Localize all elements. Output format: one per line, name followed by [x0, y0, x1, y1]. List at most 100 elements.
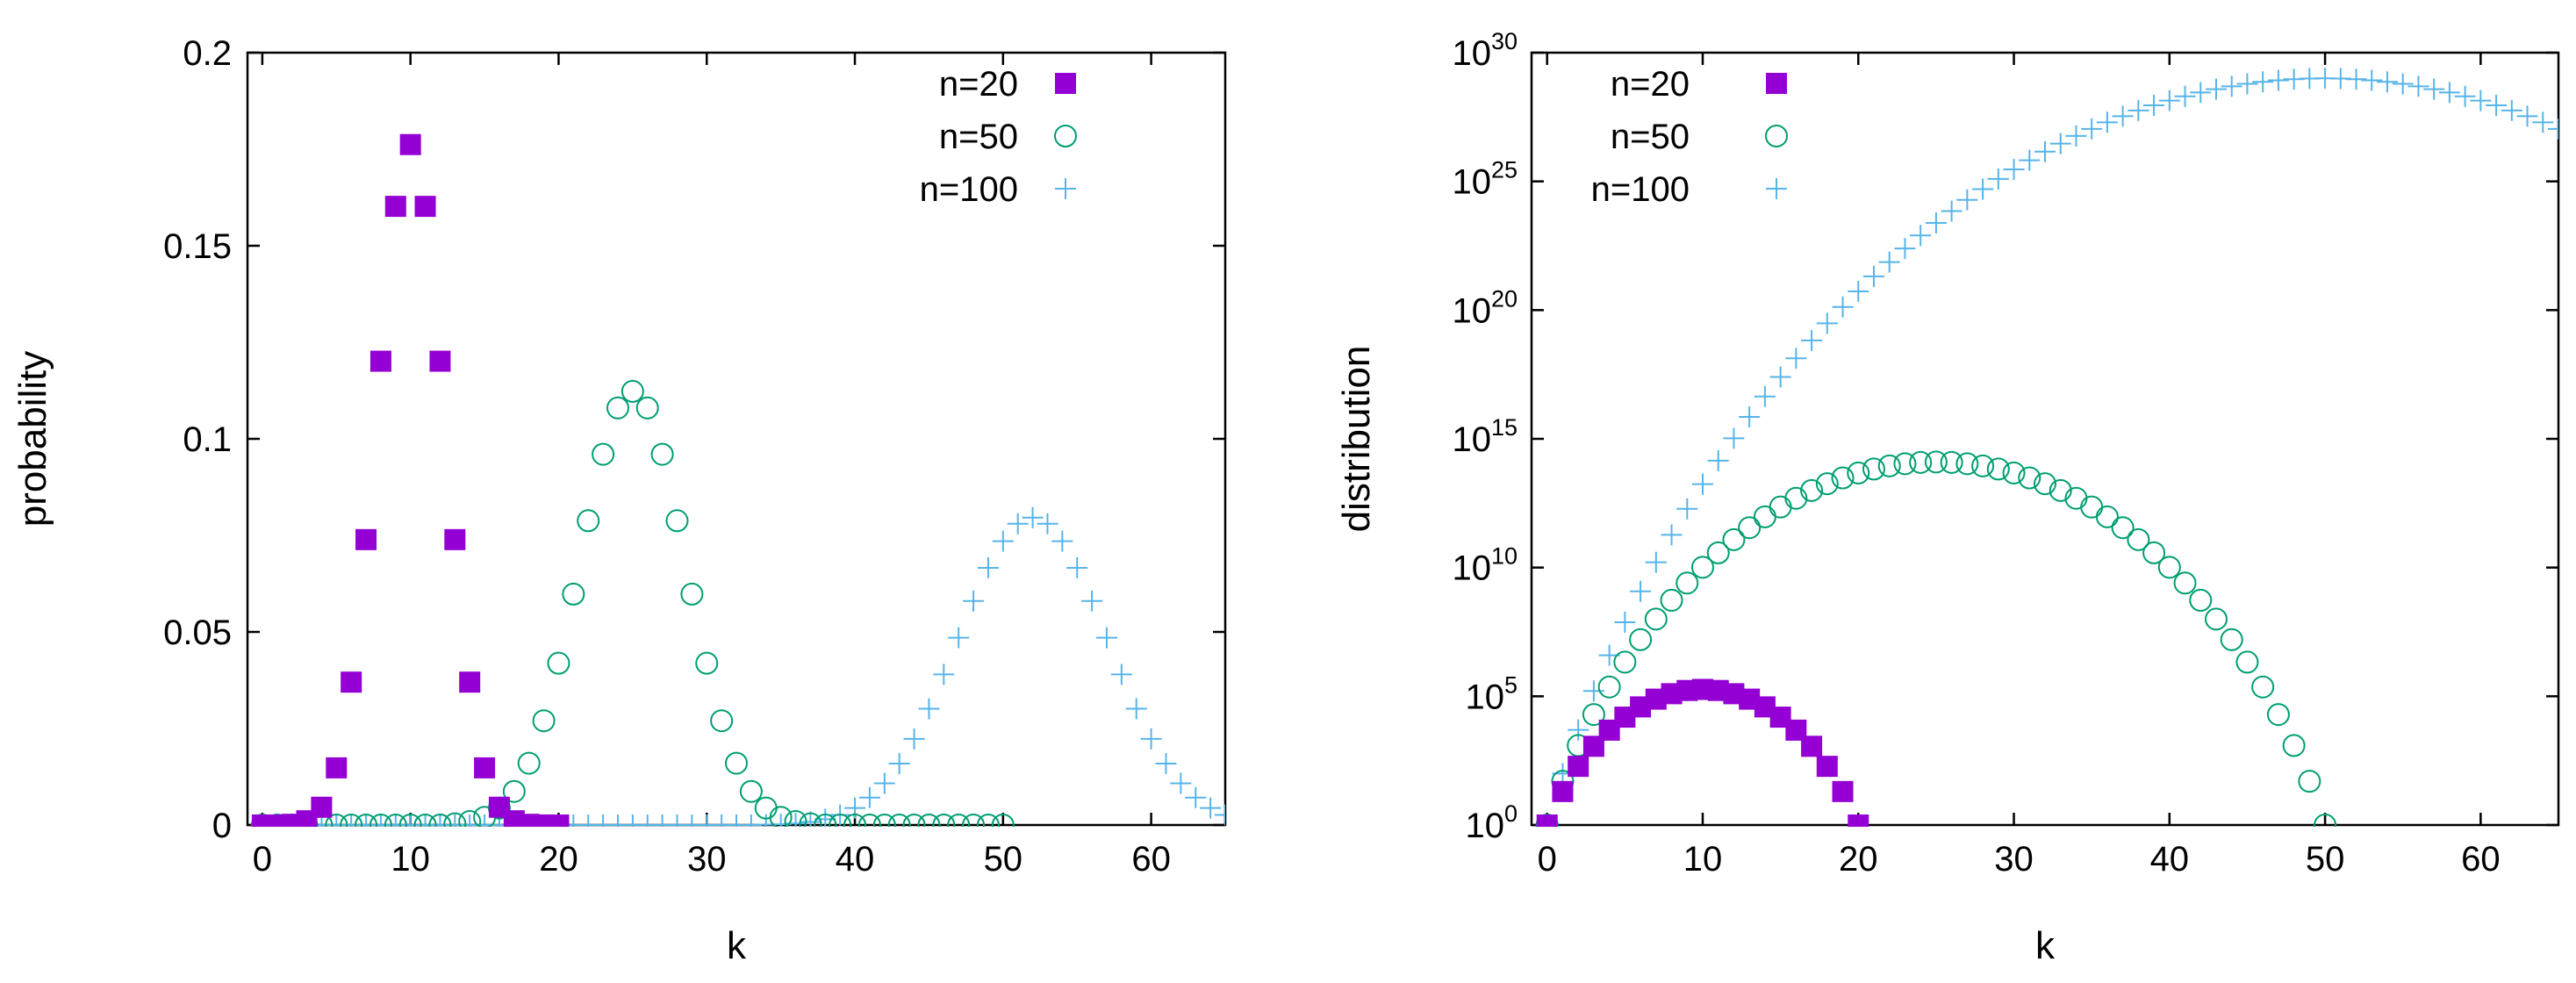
series-n50-point-10	[1691, 556, 1714, 579]
series-n100-point-65	[2548, 118, 2558, 140]
series-n100-point-61	[1155, 753, 1177, 775]
series-n50-point-42	[872, 814, 896, 827]
series-n50-point-38	[2127, 527, 2150, 551]
y-tick-label: 1010	[1452, 543, 1518, 588]
x-tick-label: 40	[836, 840, 875, 879]
series-n50-point-50	[2314, 814, 2337, 827]
series-n100-point-34	[2065, 125, 2087, 147]
series-n50-point-26	[635, 396, 659, 420]
series-n100-point-13	[1739, 406, 1761, 428]
y-tick-base: 10	[1465, 678, 1504, 716]
series-n20-point-8	[370, 350, 391, 372]
series-n100-point-63	[2516, 105, 2538, 127]
series-n100-point-56	[2407, 75, 2429, 97]
series-n50-point-10	[398, 814, 422, 827]
series-n50-point-4	[1597, 675, 1621, 699]
series-n100-point-52	[1022, 506, 1044, 528]
series-n100-point-64	[2532, 111, 2554, 133]
series-n20-point-7	[355, 528, 377, 550]
series-n50-point-43	[887, 814, 911, 827]
series-n50-point-22	[577, 509, 600, 533]
series-n100-point-38	[814, 808, 836, 827]
legend-label: n=100	[1591, 170, 1690, 209]
series-n50-point-12	[1722, 527, 1746, 551]
y-tick-base: 10	[1465, 807, 1504, 845]
series-n50-point-48	[962, 814, 986, 827]
series-n50-point-8	[369, 814, 392, 827]
series-n100-point-28	[1972, 178, 1994, 200]
series-n100-point-19	[1832, 296, 1854, 318]
series-n50-point-11	[1706, 541, 1730, 564]
series-n100-point-44	[2221, 75, 2242, 97]
series-n100-point-35	[2081, 118, 2103, 140]
series-n50-point-48	[2282, 734, 2306, 757]
series-n100-point-47	[948, 627, 970, 649]
series-n50-point-19	[532, 709, 556, 733]
x-axis-title: k	[727, 924, 747, 967]
series-n100-point-55	[1066, 556, 1088, 578]
legend-label: n=50	[939, 118, 1018, 156]
legend-marker-n100-point-0	[1055, 178, 1076, 199]
series-n50-point-49	[976, 814, 1000, 827]
series-n50-point-23	[592, 442, 615, 466]
series-n50-point-38	[814, 814, 837, 827]
x-tick-label: 20	[539, 840, 578, 879]
y-axis-title: probability	[11, 351, 54, 527]
y-tick-label: 100	[1465, 800, 1518, 845]
legend-label: n=20	[1611, 65, 1690, 104]
series-n50-point-37	[2111, 516, 2135, 540]
series-n50-point-35	[2080, 495, 2104, 519]
series-n20-point-6	[341, 671, 362, 693]
series-n100-point-55	[2392, 73, 2414, 95]
series-n50-point-44	[2220, 628, 2243, 651]
x-tick-label: 50	[984, 840, 1023, 879]
series-n100-point-54	[2377, 71, 2398, 93]
series-n20-point-13	[444, 528, 466, 550]
series-n50-point-36	[2095, 505, 2119, 528]
series-n20-point-12	[429, 350, 451, 372]
series-n50-point-29	[680, 582, 704, 606]
series-n100-point-32	[2034, 140, 2056, 162]
series-n50-point-27	[1955, 452, 1979, 476]
x-tick-label: 50	[2306, 840, 2345, 879]
series-n50-point-47	[2266, 703, 2290, 727]
y-tick-exponent: 30	[1491, 28, 1518, 54]
series-n100-point-21	[1863, 265, 1884, 287]
series-n50-point-40	[2157, 556, 2181, 579]
series-n20	[1536, 678, 1869, 827]
y-tick-exponent: 20	[1491, 285, 1518, 312]
series-n100-point-20	[1848, 280, 1869, 302]
series-n50-point-11	[413, 814, 437, 827]
series-n100-point-37	[2112, 105, 2134, 127]
series-n100-point-48	[963, 590, 985, 612]
series-n100-point-41	[2174, 85, 2196, 107]
y-tick-label: 0.2	[183, 34, 232, 73]
series-n50-point-43	[2205, 607, 2228, 631]
y-tick-label: 105	[1465, 671, 1518, 716]
y-tick-label: 0.15	[163, 227, 232, 266]
y-tick-base: 10	[1452, 163, 1491, 202]
series-n50-point-36	[784, 810, 807, 827]
series-n100-point-31	[2019, 149, 2041, 171]
series-n50-point-7	[355, 814, 378, 827]
series-n100-point-58	[1110, 664, 1132, 685]
series-n100-point-16	[1785, 348, 1807, 370]
y-tick-label: 1020	[1452, 285, 1518, 330]
x-tick-label: 10	[391, 840, 430, 879]
series-n50-point-47	[947, 814, 971, 827]
series-n20-point-14	[459, 671, 481, 693]
series-n50-point-21	[1862, 457, 1885, 481]
series-n100-point-49	[977, 556, 999, 578]
series-n50-point-37	[799, 812, 822, 827]
series-n100-point-17	[1801, 329, 1823, 351]
series-n50-point-24	[1909, 450, 1933, 474]
y-tick-base: 10	[1452, 34, 1491, 73]
series-n50-point-9	[384, 814, 407, 827]
series-n20-point-0	[1536, 814, 1558, 827]
series-n50-point-22	[1877, 454, 1901, 477]
series-n50-point-24	[606, 396, 629, 420]
series-n20-point-9	[384, 196, 406, 218]
series-n100-point-8	[1661, 524, 1683, 546]
series-n100-point-27	[1956, 189, 1978, 211]
